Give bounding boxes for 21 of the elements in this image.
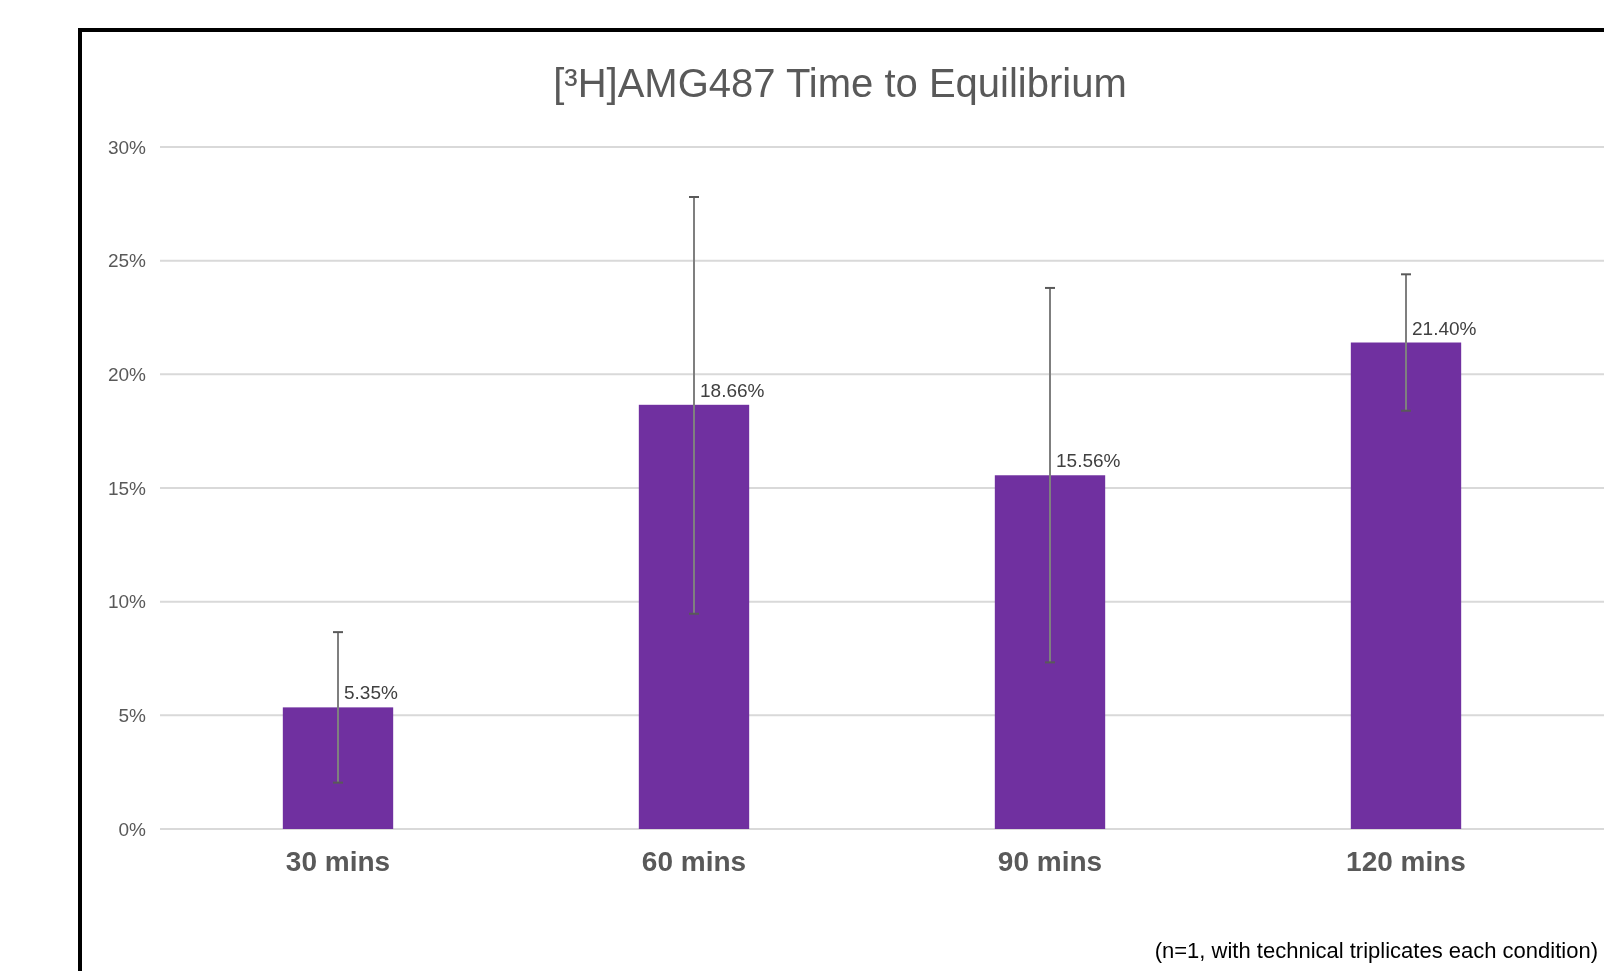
x-tick-label: 90 mins	[997, 845, 1103, 877]
data-label: 21.40%	[1412, 317, 1477, 339]
data-label: 5.35%	[344, 682, 398, 704]
bar	[1350, 342, 1462, 829]
y-tick-label: 30%	[107, 136, 147, 158]
data-label: 15.56%	[1056, 450, 1121, 472]
x-tick-label: 30 mins	[285, 845, 391, 877]
x-tick-label: 60 mins	[641, 845, 747, 877]
text: (n=1, with technical triplicates each condition)	[1154, 938, 1598, 963]
bar	[994, 475, 1106, 829]
data-label: 18.66%	[700, 379, 765, 401]
bar	[282, 707, 394, 829]
y-tick-label: 5%	[118, 704, 147, 726]
y-tick-label: 15%	[107, 477, 147, 499]
chart-title: [³H]AMG487 Time to Equilibrium	[553, 61, 1127, 105]
y-tick-label: 10%	[107, 591, 147, 613]
bar	[638, 404, 750, 829]
y-tick-label: 0%	[118, 818, 147, 840]
x-tick-label: 120 mins	[1346, 845, 1466, 877]
y-tick-label: 25%	[107, 250, 147, 272]
y-tick-label: 20%	[107, 363, 147, 385]
